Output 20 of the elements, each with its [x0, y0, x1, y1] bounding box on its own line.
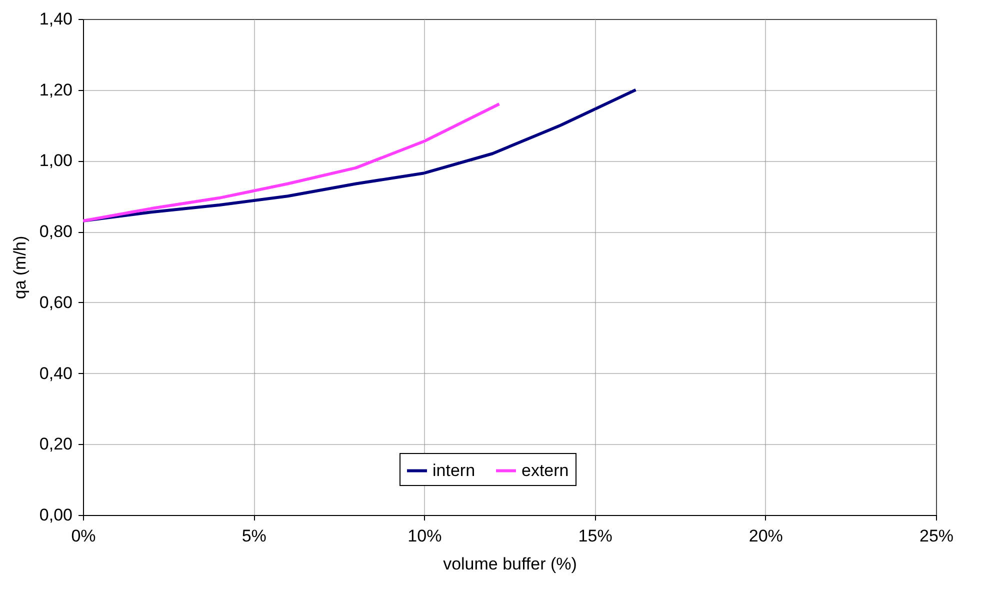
y-tick-label: 1,20 [39, 80, 72, 100]
y-tick-label: 0,00 [39, 506, 72, 524]
x-tick-label: 10% [408, 526, 442, 546]
x-tick-label: 20% [748, 526, 783, 546]
y-tick-label: 1,00 [39, 151, 72, 170]
y-tick-label: 0,80 [39, 222, 72, 242]
y-tick-label: 0,20 [39, 434, 72, 454]
x-axis-title: volume buffer (%) [443, 554, 577, 574]
y-tick-label: 0,40 [39, 364, 72, 383]
x-tick-label: 15% [578, 526, 612, 546]
y-axis-title: qa (m/h) [10, 236, 30, 300]
legend-label: extern [522, 460, 569, 480]
legend-label: intern [432, 460, 476, 480]
line-series [83, 88, 638, 222]
y-tick-label: 0,60 [39, 292, 72, 312]
x-tick-label: 25% [919, 526, 954, 546]
x-tick-label: 5% [242, 526, 266, 546]
x-tick-label: 0% [71, 526, 96, 546]
line-series [83, 102, 501, 222]
y-tick-label: 1,40 [39, 10, 72, 28]
